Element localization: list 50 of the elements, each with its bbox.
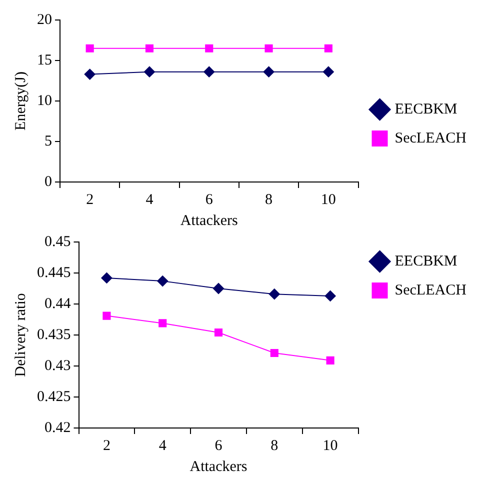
x-tick-label: 10: [322, 438, 338, 454]
point: [324, 290, 336, 302]
legend-label: EECBKM: [394, 253, 458, 270]
y-axis-title: Energy(J): [12, 72, 29, 130]
x-tick-label: 6: [214, 438, 223, 454]
point: [145, 44, 154, 52]
point: [86, 44, 94, 52]
y-tick-label: 0.45: [44, 234, 71, 250]
point: [263, 66, 274, 78]
point: [264, 44, 273, 52]
x-tick-label: 6: [205, 192, 214, 208]
x-tick-label: 4: [158, 438, 167, 454]
x-tick-label: 4: [146, 192, 154, 208]
y-tick-label: 20: [37, 12, 52, 28]
y-axis-title: Delivery ratio: [12, 293, 29, 377]
x-tick-label: 8: [265, 192, 273, 208]
y-tick-label: 0.425: [37, 388, 71, 405]
point: [322, 66, 334, 78]
y-tick-label: 0.42: [44, 420, 71, 436]
y-tick-label: 0.43: [44, 358, 71, 374]
y-tick-label: 15: [37, 52, 52, 68]
point: [157, 276, 168, 287]
point: [84, 68, 96, 80]
point: [101, 272, 112, 284]
point: [213, 283, 224, 294]
x-axis-title: Attackers: [190, 458, 248, 475]
x-axis-title: Attackers: [180, 212, 238, 229]
y-tick-label: 0.435: [37, 326, 71, 343]
legend-label: SecLEACH: [394, 130, 467, 146]
point: [102, 312, 111, 320]
point: [144, 66, 155, 78]
x-tick-label: 8: [270, 438, 278, 454]
legend-label: EECBKM: [394, 101, 458, 118]
point: [158, 319, 167, 328]
y-tick-label: 0.445: [37, 264, 71, 281]
y-tick-label: 5: [44, 133, 52, 150]
x-tick-label: 10: [320, 192, 336, 208]
point: [214, 328, 223, 337]
legend-label: SecLEACH: [394, 282, 467, 298]
y-tick-label: 10: [37, 92, 52, 109]
x-tick-label: 2: [102, 438, 110, 454]
point: [205, 44, 214, 52]
point: [326, 356, 334, 364]
x-tick-label: 2: [86, 192, 94, 208]
point: [204, 66, 215, 78]
point: [268, 288, 280, 300]
y-tick-label: 0.44: [44, 296, 72, 312]
point: [324, 44, 332, 52]
y-tick-label: 0: [44, 174, 52, 190]
point: [270, 348, 278, 358]
